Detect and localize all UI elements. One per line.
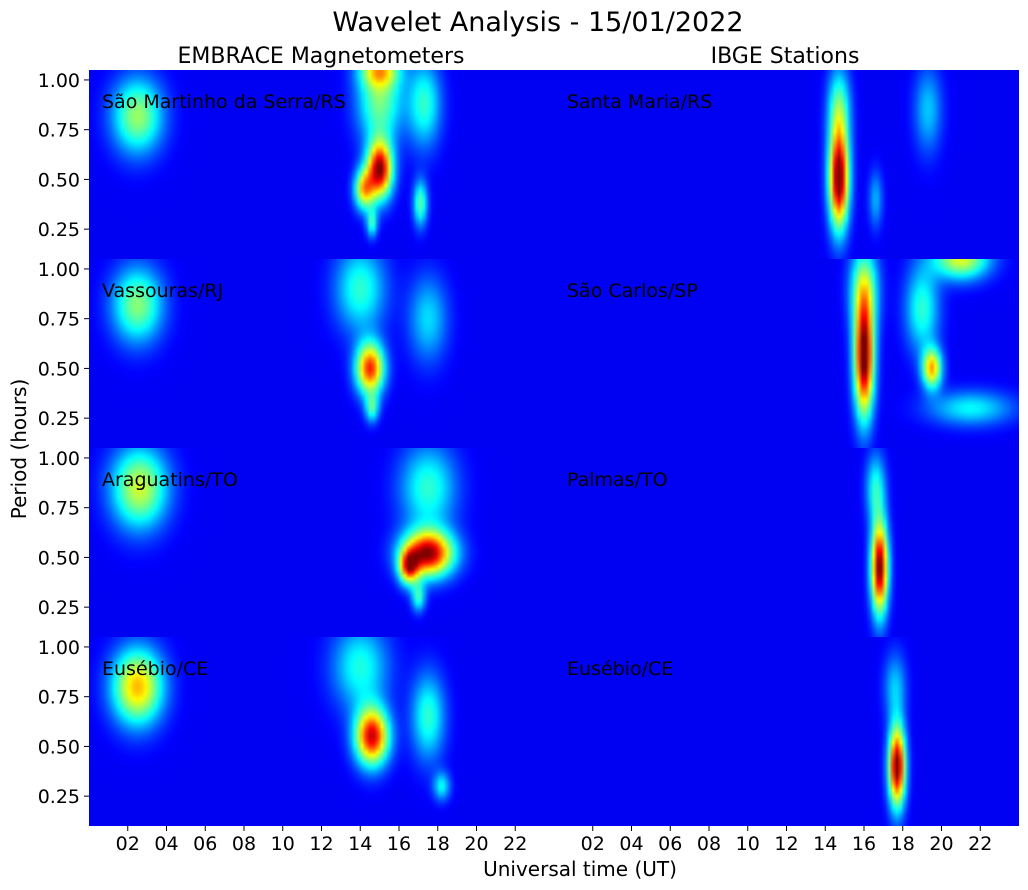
wavelet-power-map xyxy=(554,70,1019,259)
y-axis-label: Period (hours) xyxy=(7,379,31,520)
x-tick-label: 04 xyxy=(154,833,178,855)
y-tick-label: 0.50 xyxy=(38,547,80,569)
station-label: São Carlos/SP xyxy=(567,280,698,302)
station-label: São Martinho da Serra/RS xyxy=(102,91,346,113)
figure-title: Wavelet Analysis - 15/01/2022 xyxy=(332,7,743,38)
wavelet-power-map xyxy=(554,259,1019,448)
y-tick-label: 0.50 xyxy=(38,358,80,380)
x-axis-label: Universal time (UT) xyxy=(483,857,677,881)
x-tick-label: 06 xyxy=(658,833,682,855)
wavelet-power-map xyxy=(89,259,554,448)
column-title-right: IBGE Stations xyxy=(711,44,860,69)
y-tick-label: 0.25 xyxy=(38,786,80,808)
y-tick-label: 0.50 xyxy=(38,736,80,758)
x-tick-label: 10 xyxy=(736,833,760,855)
x-tick-label: 18 xyxy=(426,833,450,855)
y-tick-label: 1.00 xyxy=(38,637,80,659)
wavelet-power-map xyxy=(89,637,554,826)
wavelet-power-map xyxy=(89,448,554,637)
wavelet-power-map xyxy=(554,448,1019,637)
x-tick-label: 02 xyxy=(581,833,605,855)
wavelet-panel: Araguatins/TO xyxy=(89,448,554,637)
x-tick-label: 20 xyxy=(929,833,953,855)
x-tick-label: 22 xyxy=(503,833,527,855)
x-tick-label: 08 xyxy=(697,833,721,855)
panels-layer: São Martinho da Serra/RS Santa Maria/RS Va… xyxy=(89,70,1019,826)
station-label: Palmas/TO xyxy=(567,469,668,491)
wavelet-power-map xyxy=(554,637,1019,826)
station-label: Eusébio/CE xyxy=(102,658,208,680)
x-tick-label: 04 xyxy=(619,833,643,855)
y-tick-label: 1.00 xyxy=(38,70,80,92)
station-label: Vassouras/RJ xyxy=(102,280,223,302)
wavelet-panel: Eusébio/CE xyxy=(554,637,1019,826)
y-tick-label: 0.25 xyxy=(38,219,80,241)
wavelet-panel: São Martinho da Serra/RS xyxy=(89,70,554,259)
x-tick-label: 14 xyxy=(348,833,372,855)
wavelet-panel: Vassouras/RJ xyxy=(89,259,554,448)
x-tick-label: 08 xyxy=(232,833,256,855)
column-title-left: EMBRACE Magnetometers xyxy=(178,44,465,69)
y-tick-label: 0.75 xyxy=(38,309,80,331)
wavelet-panel: Santa Maria/RS xyxy=(554,70,1019,259)
x-tick-label: 10 xyxy=(271,833,295,855)
x-tick-label: 12 xyxy=(309,833,333,855)
wavelet-panel: Palmas/TO xyxy=(554,448,1019,637)
x-tick-label: 12 xyxy=(774,833,798,855)
wavelet-panel: Eusébio/CE xyxy=(89,637,554,826)
y-tick-label: 0.75 xyxy=(38,687,80,709)
ticks-layer: 0.25 0.50 0.75 1.00 0.25 0.50 0.75 1.00 0.25 0.50… xyxy=(38,70,993,855)
y-tick-label: 0.50 xyxy=(38,169,80,191)
station-label: Araguatins/TO xyxy=(102,469,238,491)
x-tick-label: 14 xyxy=(813,833,837,855)
station-label: Eusébio/CE xyxy=(567,658,673,680)
x-tick-label: 16 xyxy=(387,833,411,855)
station-label: Santa Maria/RS xyxy=(567,91,712,113)
wavelet-panel: São Carlos/SP xyxy=(554,259,1019,448)
y-tick-label: 0.75 xyxy=(38,120,80,142)
x-tick-label: 02 xyxy=(116,833,140,855)
y-tick-label: 0.25 xyxy=(38,597,80,619)
wavelet-power-map xyxy=(89,70,554,259)
y-tick-label: 1.00 xyxy=(38,259,80,281)
x-tick-label: 06 xyxy=(193,833,217,855)
y-tick-label: 0.75 xyxy=(38,498,80,520)
x-tick-label: 16 xyxy=(852,833,876,855)
x-tick-label: 18 xyxy=(891,833,915,855)
x-tick-label: 22 xyxy=(968,833,992,855)
x-tick-label: 20 xyxy=(464,833,488,855)
y-tick-label: 1.00 xyxy=(38,448,80,470)
y-tick-label: 0.25 xyxy=(38,408,80,430)
